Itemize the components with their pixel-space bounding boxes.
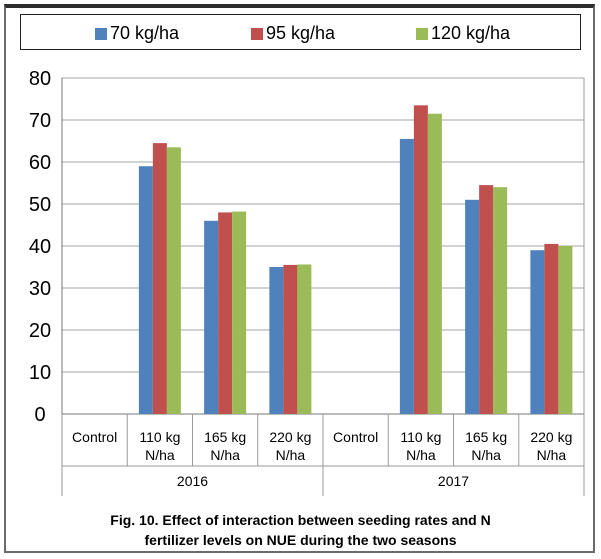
x-category-label: 220 kg (530, 429, 572, 445)
bar (413, 105, 428, 415)
legend-label-95: 95 kg/ha (266, 23, 336, 43)
x-category-label: N/ha (471, 447, 501, 463)
bar (465, 199, 480, 414)
legend-swatch-95 (251, 27, 263, 40)
legend-label-70: 70 kg/ha (110, 23, 180, 43)
bar (558, 246, 573, 414)
bar (283, 264, 298, 414)
bar (479, 185, 494, 414)
y-tick-label: 20 (29, 320, 51, 342)
x-category-label: 110 kg (400, 429, 441, 445)
x-category-label: 110 kg (139, 429, 180, 445)
bar (544, 243, 559, 414)
x-category-label: 165 kg (465, 429, 507, 445)
bar (204, 220, 219, 414)
bar (232, 211, 247, 414)
x-category-label: N/ha (145, 447, 175, 463)
bar (138, 166, 153, 414)
bar (152, 143, 167, 414)
legend-item-95: 95 kg/ha (251, 23, 335, 44)
x-category-label: 220 kg (269, 429, 311, 445)
x-category-label: N/ha (406, 447, 436, 463)
legend-item-120: 120 kg/ha (416, 23, 510, 44)
bar (530, 250, 545, 414)
y-tick-label: 80 (29, 68, 51, 90)
chart-legend: 70 kg/ha 95 kg/ha 120 kg/ha (20, 14, 581, 50)
x-group-label: 2016 (177, 473, 208, 489)
legend-item-70: 70 kg/ha (95, 23, 179, 44)
y-tick-label: 50 (29, 194, 51, 216)
x-category-label: Control (72, 429, 117, 445)
y-tick-label: 30 (29, 278, 51, 300)
x-group-label: 2017 (438, 473, 469, 489)
figure-frame (4, 4, 595, 553)
y-tick-label: 40 (29, 236, 51, 258)
legend-label-120: 120 kg/ha (431, 23, 511, 43)
bar (427, 113, 442, 414)
bar (297, 264, 312, 414)
y-tick-label: 0 (34, 404, 45, 426)
figure-caption-line1: Fig. 10. Effect of interaction between s… (110, 512, 491, 528)
legend-swatch-120 (416, 27, 428, 40)
bar (493, 187, 508, 414)
legend-swatch-70 (95, 27, 107, 40)
bar (399, 138, 414, 414)
y-tick-label: 70 (29, 110, 51, 132)
figure-caption-line2: fertilizer levels on NUE during the two … (144, 532, 457, 548)
x-category-label: N/ha (210, 447, 240, 463)
x-category-label: N/ha (537, 447, 567, 463)
x-category-label: 165 kg (204, 429, 246, 445)
bar (269, 267, 284, 414)
bar (166, 147, 181, 415)
x-category-label: Control (333, 429, 378, 445)
x-category-label: N/ha (276, 447, 306, 463)
y-tick-label: 60 (29, 152, 51, 174)
bar (218, 212, 233, 414)
y-tick-label: 10 (29, 362, 51, 384)
